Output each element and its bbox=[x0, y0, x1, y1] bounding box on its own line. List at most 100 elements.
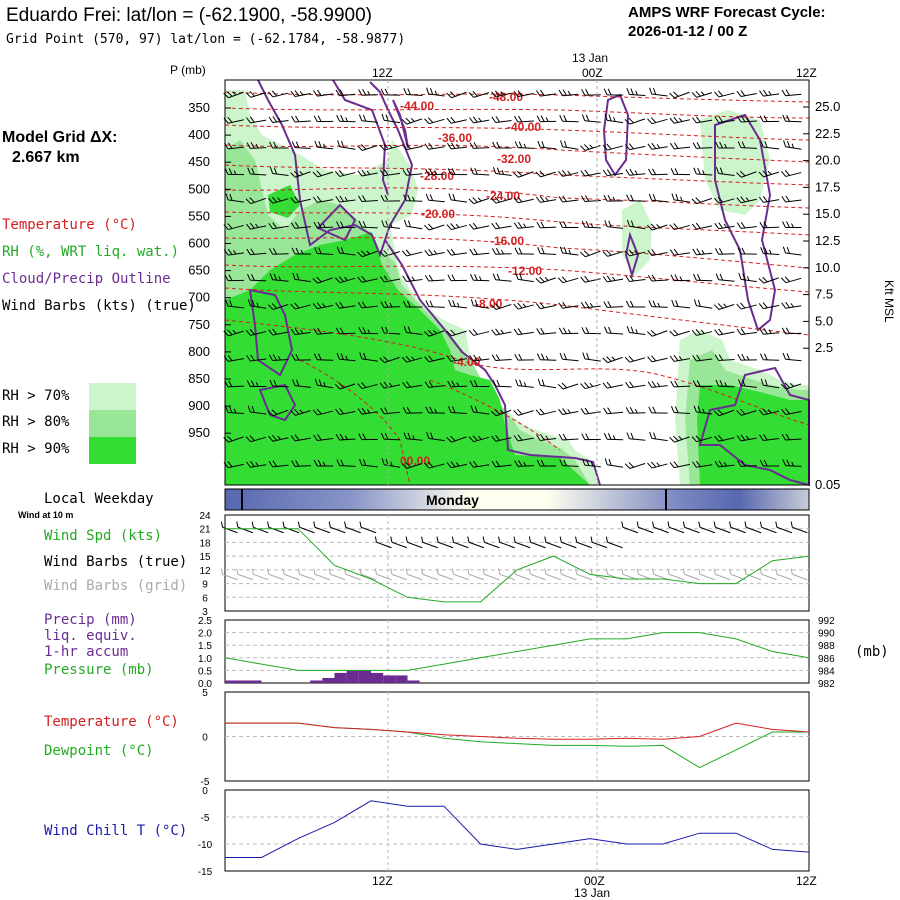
wind-barb bbox=[446, 435, 467, 443]
wind-barb bbox=[312, 196, 334, 203]
wind-barb-grid bbox=[267, 568, 284, 581]
wind-barb bbox=[736, 170, 757, 178]
wind-barb bbox=[492, 141, 512, 149]
wind-barb bbox=[448, 193, 467, 203]
wind-barb bbox=[648, 406, 668, 414]
wind-barb bbox=[780, 276, 802, 284]
wind-barb bbox=[335, 195, 356, 203]
wind-barbs-true bbox=[220, 521, 808, 549]
wind-barb bbox=[403, 88, 423, 97]
wind-barb bbox=[558, 433, 579, 441]
wind-barb bbox=[269, 141, 289, 149]
wind-barb bbox=[291, 141, 311, 149]
pressure-unit-label: (mb) bbox=[855, 644, 889, 660]
pressure-axis-label: P (mb) bbox=[170, 63, 206, 77]
wind-barb bbox=[513, 90, 534, 98]
wind-barb-grid bbox=[236, 568, 254, 581]
wind-barb bbox=[358, 89, 378, 96]
temperature-contour-label: -28.00 bbox=[420, 169, 454, 183]
precip-bar bbox=[249, 680, 262, 683]
wind-barb-grid bbox=[698, 568, 716, 581]
wind-tick-label: 6 bbox=[202, 593, 208, 604]
wind-barb bbox=[669, 435, 690, 443]
wind-barb bbox=[401, 462, 423, 469]
wind-barb bbox=[403, 326, 423, 335]
rh-key-70-swatch bbox=[89, 383, 136, 410]
temperature-tick-label: -5 bbox=[201, 777, 210, 788]
height-tick-label: 22.5 bbox=[815, 126, 840, 141]
wind-barb bbox=[758, 170, 779, 178]
wind-barb bbox=[246, 116, 267, 124]
wind-barb bbox=[245, 90, 267, 98]
wind-barb bbox=[269, 167, 289, 176]
wind-barb bbox=[513, 328, 534, 336]
wind-barb bbox=[738, 272, 757, 283]
wind-barb-true bbox=[421, 536, 438, 549]
wind-barb bbox=[446, 329, 467, 337]
wind-barb-true bbox=[251, 521, 269, 534]
rh-key-80-label: RH > 80% bbox=[2, 414, 70, 430]
wind-barb bbox=[692, 116, 713, 124]
wind-barb bbox=[626, 432, 646, 441]
wind-barb bbox=[691, 222, 713, 230]
wind-barb-true bbox=[759, 521, 777, 534]
wind-speed-line bbox=[225, 528, 810, 603]
wind-barb bbox=[468, 435, 490, 443]
height-tick-label: 25.0 bbox=[815, 99, 840, 114]
precip-axis: 2.5 2.01.5 1.00.5 0.0 bbox=[198, 616, 212, 690]
pressure-tick-label: 984 bbox=[818, 666, 835, 677]
wind-barb bbox=[402, 407, 423, 414]
wind-barb-true bbox=[729, 521, 746, 534]
temperature-contour-label: -32.00 bbox=[497, 152, 531, 166]
wind-barb bbox=[379, 169, 401, 177]
precip-bar bbox=[371, 672, 384, 683]
wind-barb bbox=[290, 196, 311, 204]
wind-barb-grid bbox=[790, 568, 808, 581]
height-axis: 25.0 22.5 20.0 17.5 15.0 12.5 10.0 7.5 5.0 2.5 0.0… bbox=[803, 99, 840, 492]
wind-barb bbox=[447, 168, 468, 176]
precip-bar bbox=[358, 670, 371, 683]
precip-tick-label: 1.5 bbox=[198, 641, 212, 652]
wind-barb bbox=[446, 116, 467, 124]
wind-barb bbox=[758, 302, 780, 310]
wind-barb bbox=[669, 223, 690, 231]
wind-barb-true bbox=[282, 521, 300, 534]
wind-barb-grid bbox=[775, 568, 793, 581]
wind-barb bbox=[381, 113, 401, 124]
wind-barb bbox=[781, 195, 802, 203]
wind-barb bbox=[491, 248, 512, 255]
wind-tick-label: 21 bbox=[199, 525, 211, 536]
wind-barb bbox=[604, 326, 624, 335]
wind-barb bbox=[670, 274, 691, 282]
wind-barb bbox=[468, 197, 490, 205]
wind-barb bbox=[225, 299, 245, 309]
rh-key-80-swatch bbox=[89, 410, 136, 437]
wind-barb bbox=[714, 248, 735, 255]
wind-barb bbox=[491, 222, 512, 230]
rh-key-70-label: RH > 70% bbox=[2, 388, 70, 404]
precip-bar bbox=[334, 672, 347, 683]
wind-barb bbox=[224, 406, 245, 415]
wind-barb-true bbox=[544, 536, 562, 549]
wind-barb bbox=[223, 329, 244, 337]
wind-barb-true bbox=[575, 536, 592, 549]
wind-barb bbox=[625, 143, 646, 151]
wind-barb bbox=[559, 114, 579, 123]
wind-barb bbox=[425, 168, 445, 176]
wind-barb-true bbox=[667, 521, 685, 534]
wind-barb bbox=[334, 276, 356, 284]
wind-barb bbox=[357, 144, 378, 151]
wind-barb bbox=[557, 382, 579, 390]
wind-barb-grid bbox=[297, 568, 315, 581]
wind-barb bbox=[312, 408, 334, 416]
wind-barb bbox=[580, 407, 601, 415]
wind-barb bbox=[424, 142, 445, 150]
wind-barb bbox=[669, 91, 690, 99]
legend-wind-barbs: Wind Barbs (kts) (true) bbox=[2, 298, 196, 314]
wind-barb bbox=[692, 354, 713, 362]
wind-barb bbox=[224, 168, 245, 176]
wind-barb bbox=[513, 221, 534, 229]
wind-barb bbox=[247, 405, 267, 415]
temperature-contour-label: -24.00 bbox=[486, 189, 520, 203]
wind-barb bbox=[313, 89, 334, 97]
